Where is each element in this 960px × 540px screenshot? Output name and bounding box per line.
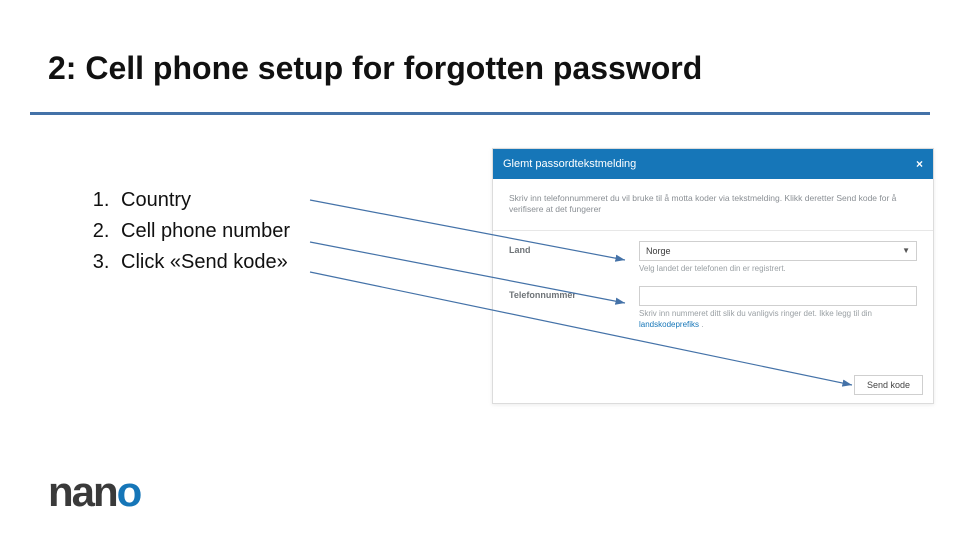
country-hint: Velg landet der telefonen din er registr… bbox=[639, 264, 917, 274]
dialog-divider bbox=[493, 230, 933, 231]
phone-label: Telefonnummer bbox=[509, 286, 639, 300]
country-row: Land Norge ▼ Velg landet der telefonen d… bbox=[509, 241, 917, 274]
forgot-password-dialog: Glemt passordtekstmelding × Skriv inn te… bbox=[492, 148, 934, 404]
step-1: Country bbox=[115, 185, 290, 216]
step-2: Cell phone number bbox=[115, 216, 290, 247]
dialog-footer: Send kode bbox=[854, 375, 923, 395]
chevron-down-icon: ▼ bbox=[902, 246, 910, 255]
phone-hint-suffix: . bbox=[699, 320, 703, 329]
phone-hint: Skriv inn nummeret ditt slik du vanligvi… bbox=[639, 309, 917, 330]
dialog-body: Skriv inn telefonnummeret du vil bruke t… bbox=[493, 179, 933, 330]
landcode-link[interactable]: landskodeprefiks bbox=[639, 320, 699, 329]
phone-row: Telefonnummer Skriv inn nummeret ditt sl… bbox=[509, 286, 917, 330]
send-code-button[interactable]: Send kode bbox=[854, 375, 923, 395]
logo-text-2: o bbox=[117, 468, 141, 515]
country-select[interactable]: Norge ▼ bbox=[639, 241, 917, 261]
close-icon[interactable]: × bbox=[916, 157, 923, 171]
dialog-title: Glemt passordtekstmelding bbox=[503, 158, 636, 170]
steps-list: Country Cell phone number Click «Send ko… bbox=[85, 185, 290, 278]
dialog-intro-text: Skriv inn telefonnummeret du vil bruke t… bbox=[509, 193, 917, 216]
country-select-value: Norge bbox=[646, 246, 671, 256]
phone-hint-prefix: Skriv inn nummeret ditt slik du vanligvi… bbox=[639, 309, 872, 318]
page-title: 2: Cell phone setup for forgotten passwo… bbox=[48, 50, 702, 87]
country-label: Land bbox=[509, 241, 639, 255]
nano-logo: nano bbox=[48, 468, 140, 516]
step-3: Click «Send kode» bbox=[115, 247, 290, 278]
dialog-header: Glemt passordtekstmelding × bbox=[493, 149, 933, 179]
phone-input[interactable] bbox=[639, 286, 917, 306]
title-divider bbox=[30, 112, 930, 115]
logo-text-1: nan bbox=[48, 468, 117, 515]
